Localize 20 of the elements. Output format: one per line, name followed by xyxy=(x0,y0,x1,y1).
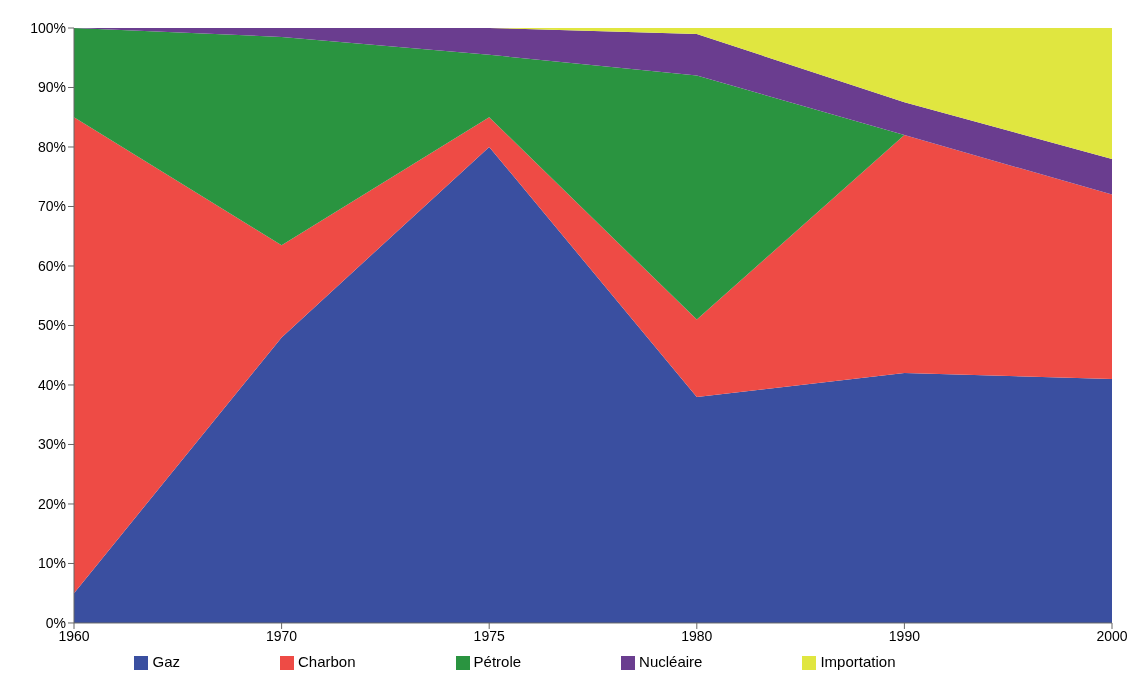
y-tick-label: 100% xyxy=(30,19,66,36)
y-tick-label: 50% xyxy=(37,317,66,334)
legend-label: Importation xyxy=(820,652,896,670)
legend-label: Pétrole xyxy=(473,652,522,670)
x-tick-label: 1970 xyxy=(266,627,298,644)
legend-label: Charbon xyxy=(298,652,356,670)
x-tick-label: 1990 xyxy=(888,627,921,644)
y-tick-label: 10% xyxy=(37,555,66,572)
y-tick-label: 70% xyxy=(37,198,66,215)
x-tick-label: 1975 xyxy=(473,627,505,644)
legend-label: Nucléaire xyxy=(639,652,703,670)
y-tick-label: 40% xyxy=(37,376,66,393)
y-tick-label: 90% xyxy=(37,79,66,96)
y-tick-label: 80% xyxy=(37,138,66,155)
x-tick-label: 1980 xyxy=(681,627,713,644)
legend-label: Gaz xyxy=(152,652,180,670)
x-tick-label: 2000 xyxy=(1096,627,1128,644)
y-tick-label: 60% xyxy=(37,257,66,274)
y-tick-label: 30% xyxy=(37,436,66,453)
y-tick-label: 20% xyxy=(37,495,66,512)
